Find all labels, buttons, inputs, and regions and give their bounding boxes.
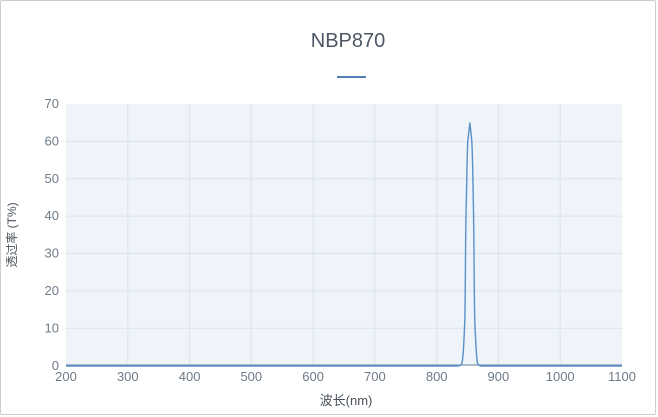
svg-text:20: 20	[45, 283, 59, 298]
svg-text:1000: 1000	[546, 369, 575, 384]
svg-text:波长(nm): 波长(nm)	[320, 393, 373, 408]
svg-text:透过率 (T%): 透过率 (T%)	[4, 202, 19, 267]
svg-text:0: 0	[52, 358, 59, 373]
svg-text:500: 500	[240, 369, 262, 384]
svg-text:50: 50	[45, 171, 59, 186]
svg-text:600: 600	[302, 369, 324, 384]
svg-text:60: 60	[45, 133, 59, 148]
svg-text:1100: 1100	[608, 369, 636, 384]
svg-text:40: 40	[45, 208, 59, 223]
svg-text:400: 400	[179, 369, 201, 384]
svg-text:800: 800	[426, 369, 448, 384]
svg-text:900: 900	[488, 369, 510, 384]
svg-text:300: 300	[117, 369, 139, 384]
svg-text:10: 10	[45, 320, 59, 335]
svg-text:70: 70	[45, 96, 59, 111]
svg-text:700: 700	[364, 369, 386, 384]
svg-text:30: 30	[45, 246, 59, 261]
